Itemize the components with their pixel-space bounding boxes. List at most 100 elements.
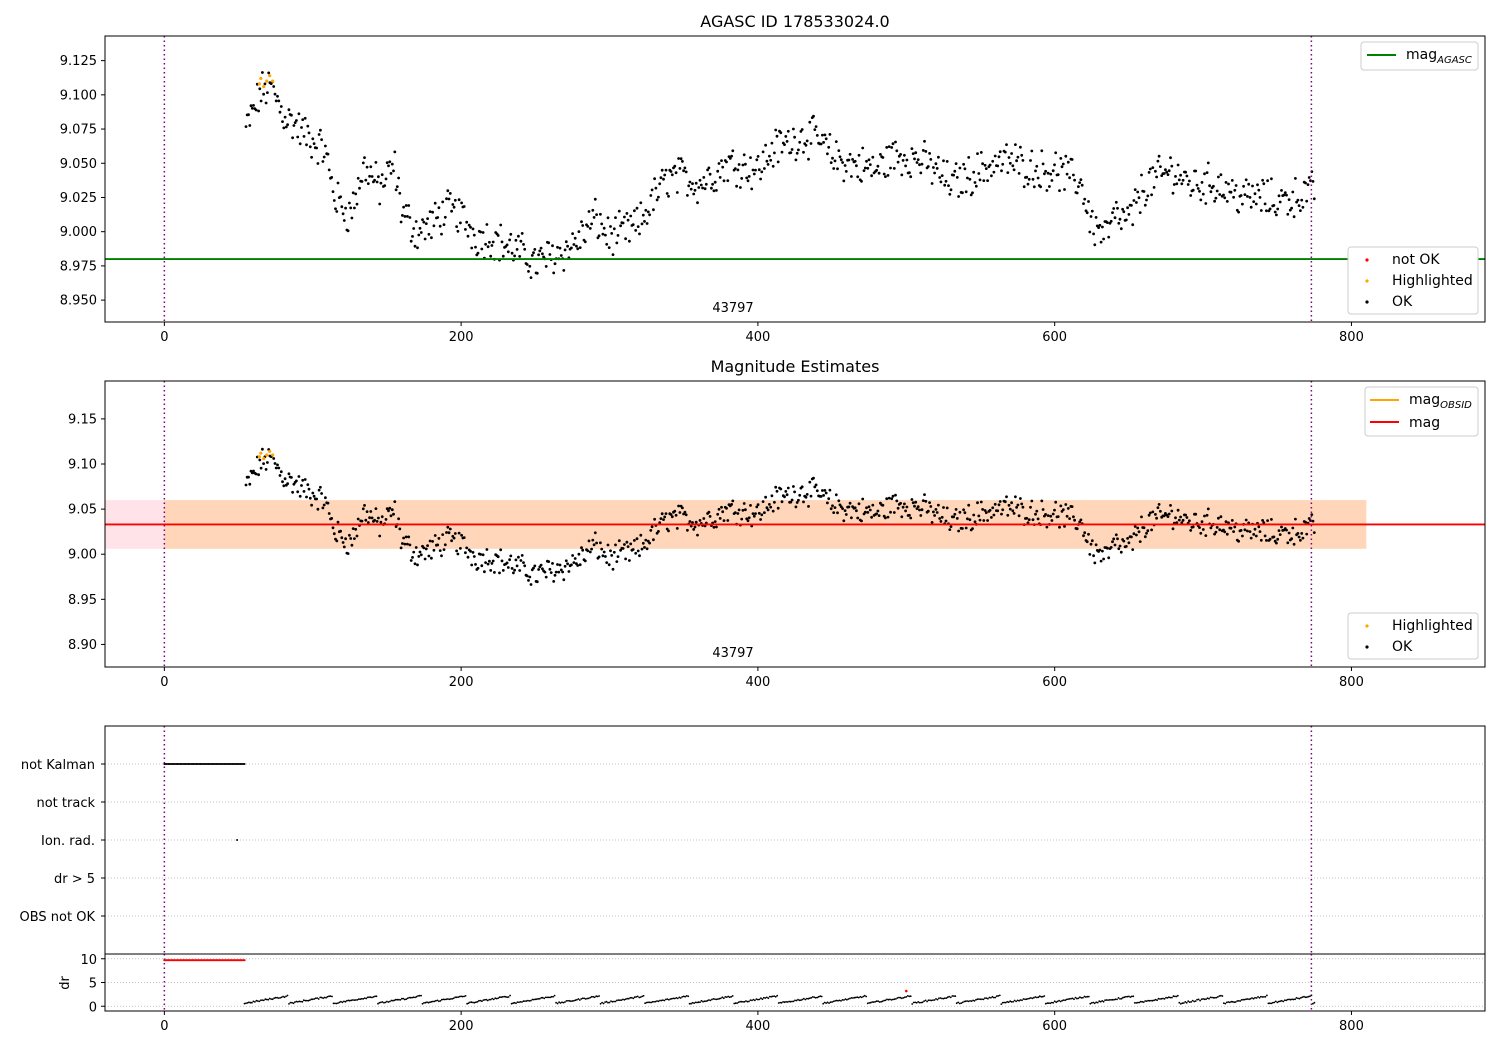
data-point-ok xyxy=(442,223,446,227)
data-point-ok xyxy=(1203,514,1206,518)
data-point-ok xyxy=(426,217,429,221)
data-point-ok xyxy=(899,153,902,156)
dr-point xyxy=(909,995,912,998)
dr-point xyxy=(927,999,930,1002)
data-point-ok xyxy=(303,478,307,481)
dr-point xyxy=(728,996,731,999)
data-point-ok xyxy=(1296,532,1300,535)
data-point-ok xyxy=(1292,215,1296,219)
dr-point xyxy=(363,997,366,999)
data-point-ok xyxy=(566,562,569,566)
data-point-ok xyxy=(885,497,889,501)
data-point-ok xyxy=(451,203,455,206)
dr-point xyxy=(558,1001,560,1004)
data-point-ok xyxy=(768,154,771,158)
data-point-ok xyxy=(626,545,630,548)
dr-point xyxy=(758,998,761,1001)
data-point-ok xyxy=(918,163,921,167)
data-point-ok xyxy=(957,529,960,533)
dr-point xyxy=(656,1000,658,1002)
dr-point xyxy=(915,1001,918,1004)
data-point-ok xyxy=(486,562,490,566)
dr-point xyxy=(690,1002,692,1005)
data-point-ok xyxy=(981,162,984,166)
data-point-ok xyxy=(578,563,582,567)
data-point-ok xyxy=(1247,182,1251,186)
data-point-ok xyxy=(465,220,469,224)
data-point-ok xyxy=(1275,541,1278,545)
panel2-title: Magnitude Estimates xyxy=(711,357,880,376)
y-tick-label: 9.000 xyxy=(60,225,97,240)
dr-point xyxy=(718,997,721,1000)
data-point-ok xyxy=(344,206,347,210)
data-point-ok xyxy=(324,496,327,500)
dr-point xyxy=(436,999,439,1002)
data-point-ok xyxy=(457,198,461,202)
dr-point xyxy=(917,1001,920,1003)
dr-point xyxy=(668,998,670,1001)
dr-point xyxy=(320,996,323,999)
x-tick-label: 600 xyxy=(1042,1019,1067,1034)
data-point-ok xyxy=(340,536,344,540)
data-point-ok xyxy=(657,530,660,533)
dr-point xyxy=(930,999,933,1002)
dr-point xyxy=(782,1001,784,1003)
dr-point xyxy=(570,1000,572,1003)
data-point-ok xyxy=(670,173,674,177)
data-point-ok xyxy=(597,234,601,238)
data-point-ok xyxy=(974,184,978,188)
data-point-ok xyxy=(1006,171,1010,175)
data-point-ok xyxy=(638,554,641,558)
dr-point xyxy=(503,995,506,998)
dr-point xyxy=(1135,1002,1138,1004)
dr-point xyxy=(834,1000,836,1002)
dr-point xyxy=(301,1000,304,1003)
data-point-ok xyxy=(316,507,320,511)
data-point-ok xyxy=(570,246,573,250)
data-point-ok xyxy=(476,566,480,570)
data-point-ok xyxy=(638,232,641,236)
data-point-ok xyxy=(1177,178,1181,182)
dr-point xyxy=(478,999,480,1002)
dr-point xyxy=(409,996,412,999)
dr-point xyxy=(1279,1000,1282,1003)
data-point-ok xyxy=(607,563,611,567)
data-point-ok xyxy=(861,146,865,150)
data-point-ok xyxy=(726,519,730,522)
data-point-ok xyxy=(1145,198,1148,202)
data-point-ok xyxy=(641,541,645,545)
data-point-ok xyxy=(765,159,769,163)
data-point-ok xyxy=(621,547,625,550)
data-point-ok xyxy=(344,537,347,541)
data-point-ok xyxy=(365,510,369,513)
data-point-ok xyxy=(1082,202,1085,206)
data-point-ok xyxy=(616,234,620,237)
dr-point xyxy=(945,997,948,999)
dr-point xyxy=(1231,1000,1234,1003)
data-point-ok xyxy=(374,507,378,510)
dr-point xyxy=(1141,1000,1144,1003)
data-point-ok xyxy=(1058,525,1061,529)
dr-point xyxy=(791,1000,793,1003)
data-point-ok xyxy=(665,192,669,195)
dr-point xyxy=(995,995,998,998)
data-point-ok xyxy=(924,499,928,503)
data-point-ok xyxy=(335,539,339,543)
data-point-ok xyxy=(406,542,409,546)
data-point-ok xyxy=(717,507,721,511)
dr-point xyxy=(411,996,414,999)
data-point-ok xyxy=(1089,215,1093,218)
data-point-ok xyxy=(884,175,887,179)
data-point-ok xyxy=(850,516,853,520)
data-point-ok xyxy=(736,512,740,515)
data-point-ok xyxy=(486,245,490,249)
data-point-ok xyxy=(554,570,558,574)
data-point-ok xyxy=(1121,207,1124,211)
data-point-ok xyxy=(520,232,524,235)
data-point-ok xyxy=(716,169,720,173)
dr-point xyxy=(507,996,510,998)
data-point-ok xyxy=(508,558,511,562)
dr-point xyxy=(555,1001,557,1004)
data-point-ok xyxy=(625,540,629,544)
y-tick-label: 8.90 xyxy=(68,638,97,653)
